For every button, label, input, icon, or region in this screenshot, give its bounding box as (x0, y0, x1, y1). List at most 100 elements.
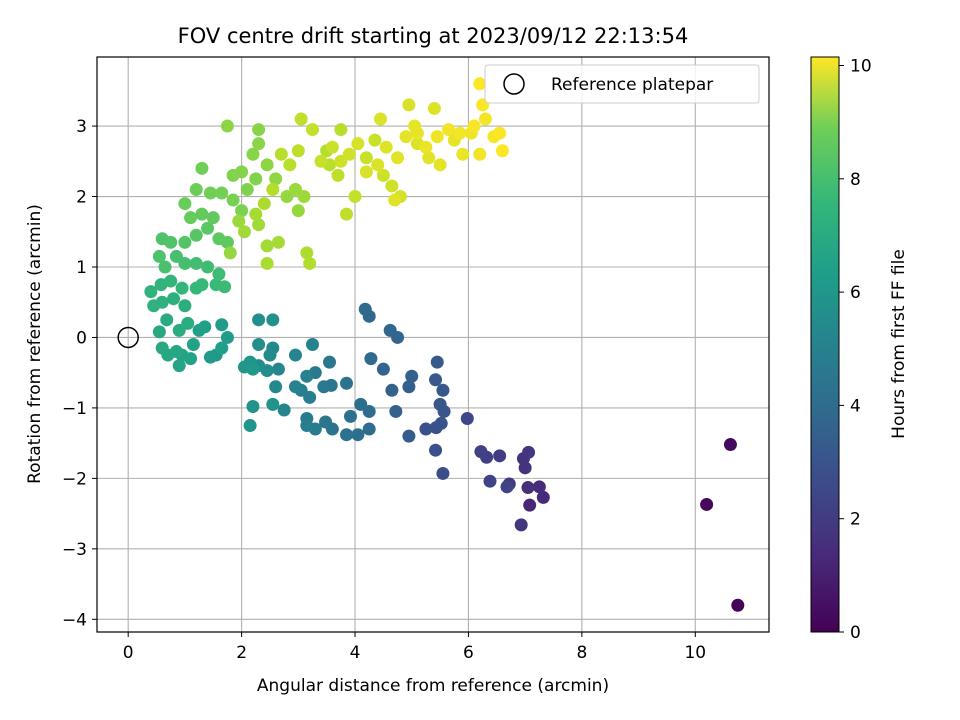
scatter-point (152, 325, 166, 339)
scatter-point (189, 182, 203, 196)
scatter-point (388, 193, 402, 207)
colorbar-label: Hours from first FF file (889, 249, 909, 439)
y-tick-label: −2 (62, 469, 87, 489)
scatter-point (269, 380, 283, 394)
scatter-point (160, 313, 174, 327)
scatter-point (152, 249, 166, 263)
scatter-point (220, 235, 234, 249)
scatter-point (175, 281, 189, 295)
scatter-point (456, 147, 470, 161)
scatter-point (203, 350, 217, 364)
scatter-point (371, 158, 385, 172)
scatter-point (473, 77, 487, 91)
scatter-point (436, 383, 450, 397)
scatter-point (266, 182, 280, 196)
scatter-point (294, 112, 308, 126)
legend-marker (503, 73, 525, 95)
scatter-point (269, 172, 283, 186)
scatter-point (314, 154, 328, 168)
y-axis-label: Rotation from reference (arcmin) (25, 204, 45, 484)
scatter-point (266, 397, 280, 411)
scatter-point (340, 207, 354, 221)
legend-label: Reference platepar (551, 75, 713, 95)
scatter-point (348, 190, 362, 204)
scatter-point (483, 474, 497, 488)
scatter-point (297, 190, 311, 204)
scatter-point (359, 151, 373, 165)
scatter-point (195, 161, 209, 175)
scatter-point (218, 280, 232, 294)
y-tick-label: −4 (62, 610, 87, 630)
scatter-point (430, 355, 444, 369)
scatter-point (402, 429, 416, 443)
scatter-point (473, 147, 487, 161)
scatter-point (252, 313, 266, 327)
scatter-point (434, 416, 448, 430)
scatter-point (215, 341, 229, 355)
colorbar-gradient (810, 56, 840, 633)
scatter-point (362, 422, 376, 436)
scatter-point (246, 362, 260, 376)
y-tick-label: 3 (76, 117, 87, 137)
scatter-point (271, 235, 285, 249)
scatter-point (478, 112, 492, 126)
scatter-point (402, 98, 416, 112)
scatter-point (291, 204, 305, 218)
scatter-point (178, 235, 192, 249)
scatter-point (317, 380, 331, 394)
scatter-point (203, 186, 217, 200)
scatter-point (220, 119, 234, 133)
scatter-point (358, 302, 372, 316)
scatter-point (184, 211, 198, 225)
scatter-point (433, 158, 447, 172)
x-tick-label: 8 (576, 643, 587, 663)
scatter-point (277, 403, 291, 417)
scatter-point (334, 123, 348, 137)
scatter-point (274, 147, 288, 161)
colorbar-tick-label: 6 (850, 283, 861, 303)
scatter-point (300, 419, 314, 433)
scatter-point (731, 598, 745, 612)
scatter-point (385, 383, 399, 397)
scatter-point (206, 211, 220, 225)
scatter-point (500, 480, 514, 494)
scatter-point (164, 235, 178, 249)
x-axis-ticks: 0 2 4 6 8 10 (123, 632, 706, 663)
scatter-point (351, 428, 365, 442)
colorbar-tick-label: 4 (850, 396, 861, 416)
scatter-point (532, 480, 546, 494)
scatter-point (368, 133, 382, 147)
scatter-point (226, 193, 240, 207)
scatter-point (523, 498, 537, 512)
scatter-point (192, 323, 206, 337)
x-tick-label: 10 (684, 643, 706, 663)
scatter-point (212, 267, 226, 281)
scatter-point (495, 144, 509, 158)
scatter-point (240, 182, 254, 196)
scatter-point (493, 449, 507, 463)
scatter-point (189, 256, 203, 270)
scatter-point (389, 404, 403, 418)
scatter-point (427, 101, 441, 115)
colorbar-tick-label: 0 (850, 623, 861, 643)
colorbar-tick-label: 2 (850, 510, 861, 530)
scatter-point (178, 197, 192, 211)
scatter-point (271, 362, 285, 376)
scatter-point (252, 137, 266, 151)
y-axis-ticks: −4 −3 −2 −1 0 1 2 3 (62, 117, 97, 630)
scatter-point (460, 411, 474, 425)
scatter-point (220, 330, 234, 344)
data-points (144, 77, 745, 612)
scatter-point (453, 126, 467, 140)
scatter-point (249, 207, 263, 221)
y-tick-label: 0 (76, 328, 87, 348)
scatter-point (700, 497, 714, 511)
plot-frame (96, 56, 770, 633)
scatter-point (359, 165, 373, 179)
colorbar-tick-label: 10 (850, 56, 872, 76)
y-tick-label: −3 (62, 540, 87, 560)
scatter-point (514, 518, 528, 532)
scatter-point (474, 445, 488, 459)
scatter-point (232, 214, 246, 228)
scatter-point (300, 246, 314, 260)
